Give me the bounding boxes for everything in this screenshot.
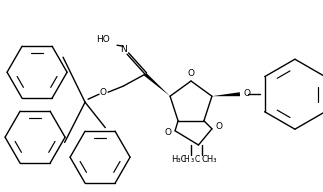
Polygon shape xyxy=(212,92,240,96)
Text: O: O xyxy=(165,128,172,137)
Text: O: O xyxy=(99,88,107,97)
Text: H₃C: H₃C xyxy=(171,155,186,164)
Text: C: C xyxy=(195,155,200,164)
Text: O: O xyxy=(187,70,194,79)
Text: N: N xyxy=(120,45,126,54)
Text: H: H xyxy=(183,155,189,164)
Polygon shape xyxy=(144,73,170,96)
Text: O: O xyxy=(215,122,223,131)
Text: CH₃: CH₃ xyxy=(202,155,217,164)
Text: HO: HO xyxy=(96,35,110,44)
Text: ₃: ₃ xyxy=(191,155,194,164)
Text: O: O xyxy=(244,89,251,98)
